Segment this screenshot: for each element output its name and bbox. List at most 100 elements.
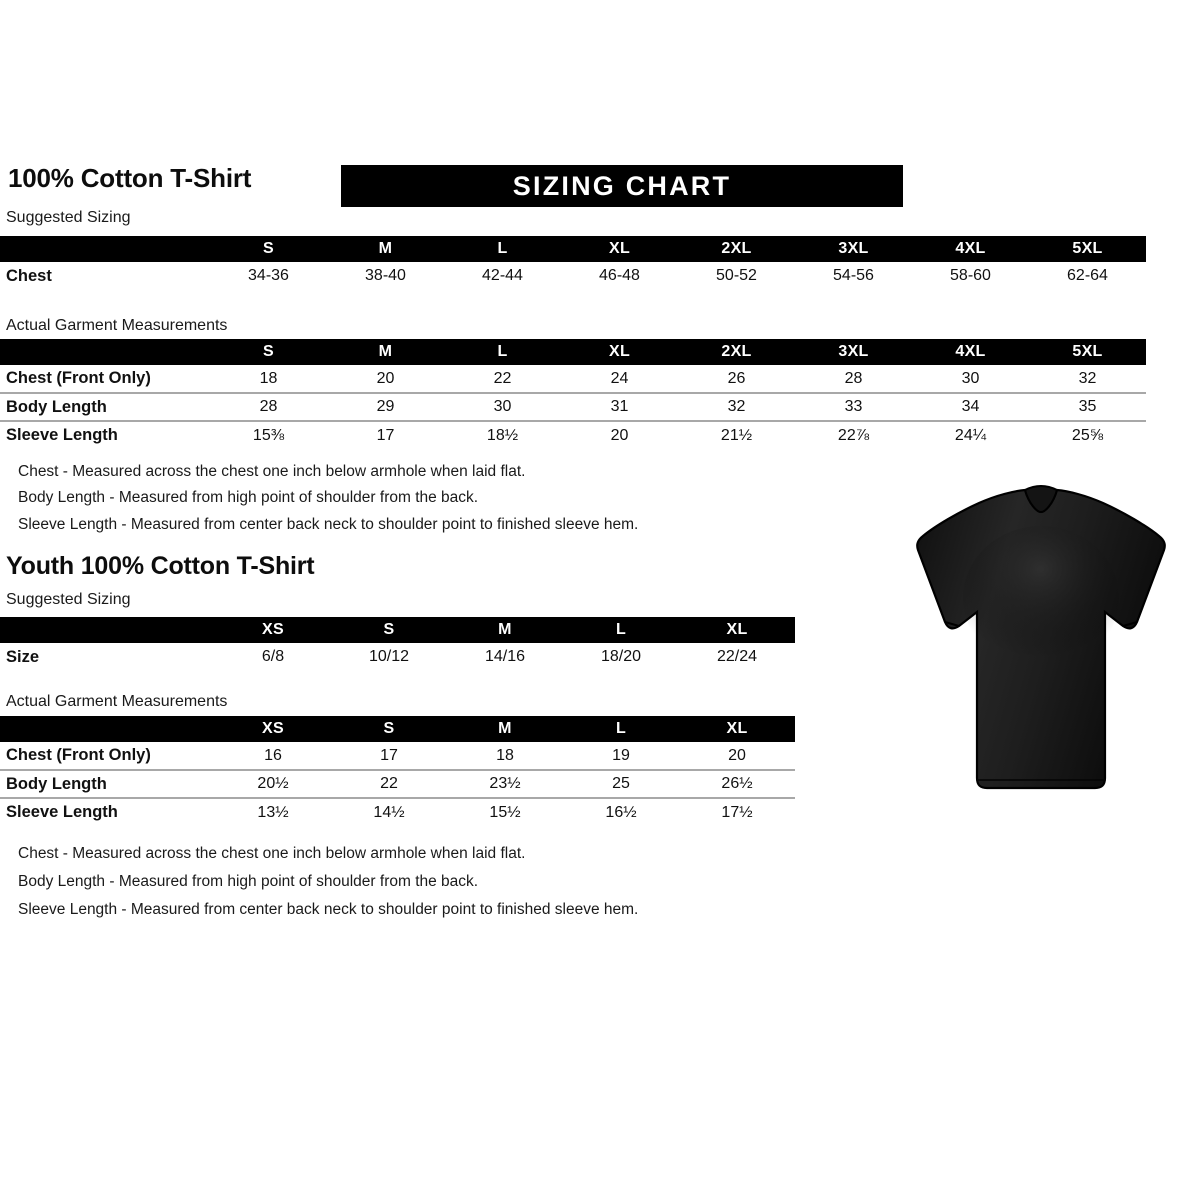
row-label-chest-front-only: Chest (Front Only) [6,746,151,764]
column-header-l: L [615,720,627,737]
cell-chest-xl: 46-48 [599,267,640,284]
cell-bodylength-4xl: 34 [912,392,1029,421]
column-header-l: L [497,240,508,257]
cell-chestfront-3xl: 28 [844,369,863,387]
cell-sleevelength-s: 14½ [331,797,447,826]
table-header-row: S M L XL 2XL 3XL 4XL 5XL [0,339,1146,365]
cell-bodylength-l: 25 [563,769,679,798]
column-header-4xl: 4XL [955,343,986,360]
cell-chest-3xl: 54-56 [833,267,874,284]
row-label-sleeve-length: Sleeve Length [0,797,215,826]
youth-note-chest: Chest - Measured across the chest one in… [18,845,526,862]
table-row: Body Length 28 29 30 31 32 33 34 35 [0,392,1146,421]
table-row: Size 6/8 10/12 14/16 18/20 22/24 [0,643,795,671]
youth-note-body-length: Body Length - Measured from high point o… [18,873,479,890]
youth-actual-measurements-table: XS S M L XL Chest (Front Only) 16 17 18 … [0,716,795,826]
youth-section-title: Youth 100% Cotton T-Shirt [6,552,315,580]
youth-suggested-sizing-table: XS S M L XL Size 6/8 10/12 14/16 18/20 2… [0,617,795,671]
cell-sleevelength-xl: 17½ [679,797,795,826]
tshirt-product-image [893,478,1189,808]
column-header-xl: XL [726,720,748,737]
column-header-xs: XS [262,720,284,737]
table-row: Sleeve Length 15⅜ 17 18½ 20 21½ 22⅞ 24¼ … [0,420,1146,449]
youth-suggested-caption: Suggested Sizing [6,591,131,608]
cell-chestfront-2xl: 26 [727,369,746,387]
column-header-2xl: 2XL [721,240,752,257]
column-header-l: L [497,343,508,360]
cell-size-xl: 22/24 [716,648,758,665]
cell-chestfront-xs: 16 [264,746,282,764]
adult-note-sleeve-length: Sleeve Length - Measured from center bac… [18,516,639,533]
column-header-l: L [615,621,627,638]
cell-size-m: 14/16 [484,648,526,665]
cell-sleevelength-xs: 13½ [215,797,331,826]
table-header-row: XS S M L XL [0,617,795,643]
table-row: Body Length 20½ 22 23½ 25 26½ [0,769,795,798]
cell-sleevelength-5xl: 25⅝ [1029,420,1146,449]
cell-bodylength-xs: 20½ [215,769,331,798]
column-header-s: S [263,240,274,257]
row-label-body-length: Body Length [0,769,215,798]
tshirt-collar [1023,484,1059,514]
column-header-5xl: 5XL [1072,240,1103,257]
cell-bodylength-s: 28 [210,392,327,421]
cell-chestfront-l: 19 [612,746,630,764]
column-header-m: M [378,240,393,257]
column-header-m: M [498,720,512,737]
adult-note-body-length: Body Length - Measured from high point o… [18,489,479,506]
tshirt-highlight [963,526,1119,670]
cell-bodylength-xl: 31 [561,392,678,421]
adult-actual-measurements-table: S M L XL 2XL 3XL 4XL 5XL Chest (Front On… [0,339,1146,449]
cell-sleevelength-2xl: 21½ [678,420,795,449]
cell-chestfront-s: 18 [259,369,278,387]
cell-bodylength-m: 23½ [447,769,563,798]
cell-sleevelength-l: 18½ [444,420,561,449]
cell-bodylength-l: 30 [444,392,561,421]
column-header-s: S [383,720,395,737]
column-header-s: S [383,621,395,638]
table-header-row: S M L XL 2XL 3XL 4XL 5XL [0,236,1146,262]
document-header: 100% Cotton T-Shirt SIZING CHART [0,163,1200,209]
cell-sleevelength-m: 15½ [447,797,563,826]
row-label-chest-front-only: Chest (Front Only) [6,369,151,387]
cell-sleevelength-s: 15⅜ [210,420,327,449]
cell-chestfront-xl: 20 [728,746,746,764]
column-header-xl: XL [726,621,748,638]
column-header-xs: XS [262,621,284,638]
column-header-4xl: 4XL [955,240,986,257]
cell-bodylength-3xl: 33 [795,392,912,421]
cell-chest-2xl: 50-52 [716,267,757,284]
cell-sleevelength-m: 17 [327,420,444,449]
cell-bodylength-xl: 26½ [679,769,795,798]
row-label-chest: Chest [6,266,52,285]
column-header-xl: XL [608,240,631,257]
column-header-rowlabel [0,716,215,742]
cell-chest-l: 42-44 [482,267,523,284]
adult-suggested-sizing-table: S M L XL 2XL 3XL 4XL 5XL Chest 34-36 38-… [0,236,1146,290]
cell-chestfront-xl: 24 [610,369,629,387]
row-label-sleeve-length: Sleeve Length [0,420,210,449]
youth-actual-caption: Actual Garment Measurements [6,693,228,710]
column-header-m: M [378,343,393,360]
cell-chest-m: 38-40 [365,267,406,284]
cell-chest-s: 34-36 [248,267,289,284]
cell-sleevelength-xl: 20 [561,420,678,449]
tshirt-left-sleeve-hem [944,621,960,627]
cell-size-s: 10/12 [368,648,410,665]
cell-chestfront-5xl: 32 [1078,369,1097,387]
column-header-3xl: 3XL [838,240,869,257]
cell-bodylength-m: 29 [327,392,444,421]
cell-chest-5xl: 62-64 [1067,267,1108,284]
column-header-rowlabel [0,617,215,643]
column-header-xl: XL [608,343,631,360]
cell-sleevelength-3xl: 22⅞ [795,420,912,449]
sizing-chart-banner-label: SIZING CHART [512,171,732,201]
row-label-size: Size [6,647,40,666]
page-title: 100% Cotton T-Shirt [8,163,252,193]
column-header-5xl: 5XL [1072,343,1103,360]
table-row: Chest 34-36 38-40 42-44 46-48 50-52 54-5… [0,262,1146,290]
cell-chestfront-s: 17 [380,746,398,764]
row-label-body-length: Body Length [0,392,210,421]
table-row: Chest (Front Only) 18 20 22 24 26 28 30 … [0,365,1146,393]
column-header-rowlabel [0,236,210,262]
